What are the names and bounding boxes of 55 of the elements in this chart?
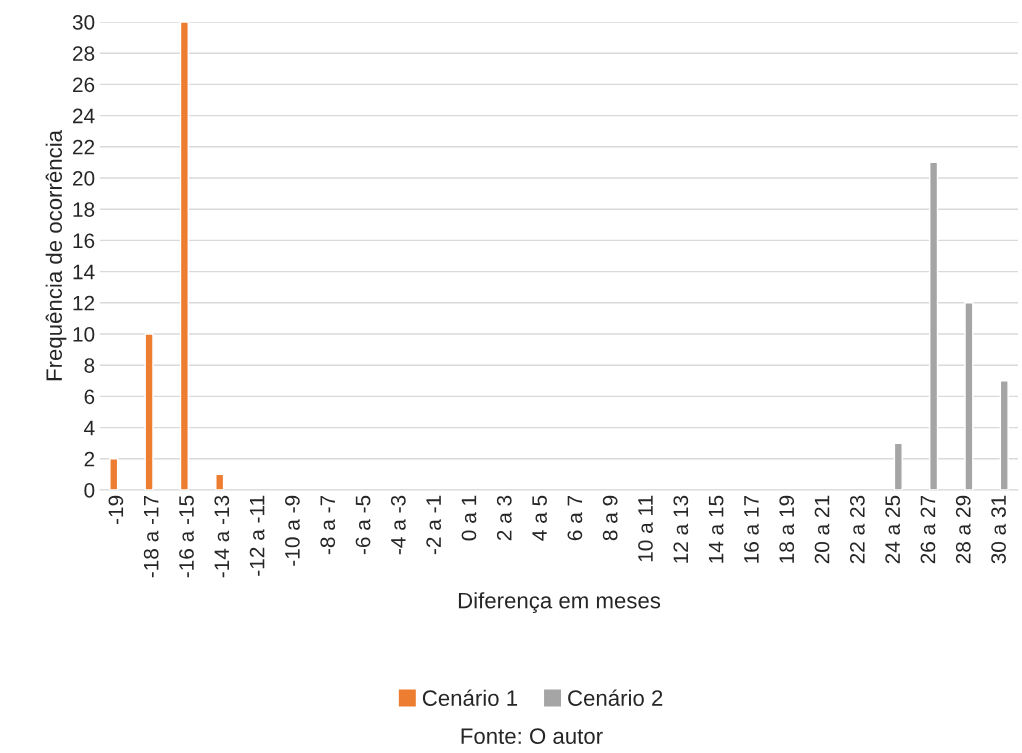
x-tick-label: -10 a -9	[285, 495, 300, 566]
x-tick-label: -16 a -15	[179, 495, 194, 578]
x-tick-label: 4 a 5	[532, 495, 547, 541]
source-note: Fonte: O autor	[461, 728, 603, 744]
y-tick-label: 14	[73, 264, 95, 280]
y-tick-label: 10	[73, 327, 95, 342]
bar	[999, 380, 1009, 490]
y-tick-label: 4	[84, 420, 95, 436]
x-tick-label: 24 a 25	[885, 495, 901, 564]
y-axis-title: Frequência de ocorrência	[45, 129, 67, 381]
x-tick-label: 12 a 13	[673, 495, 689, 563]
x-tick-label: -14 a -13	[214, 495, 230, 578]
x-tick-label: 18 a 19	[779, 495, 795, 563]
x-axis-title: Diferença em meses	[458, 592, 661, 613]
x-tick-label: 16 a 17	[744, 495, 759, 563]
x-tick-label: 14 a 15	[708, 495, 724, 563]
x-tick-label: -18 a -17	[143, 495, 159, 578]
legend-label: Cenário 2	[568, 689, 663, 706]
bar	[109, 458, 119, 490]
y-tick-label: 20	[73, 171, 95, 186]
x-tick-label: 22 a 23	[849, 495, 865, 564]
x-tick-label: -12 a -11	[249, 495, 265, 576]
bar	[215, 473, 225, 490]
bar	[893, 442, 903, 490]
x-tick-label: -4 a -3	[390, 495, 406, 555]
y-tick-label: 28	[73, 46, 95, 61]
x-tick-label: 10 a 11	[638, 495, 653, 562]
y-tick-label: 12	[73, 295, 95, 311]
y-tick-label: 22	[73, 139, 95, 155]
x-tick-label: 28 a 29	[955, 495, 971, 564]
x-tick-label: -8 a -7	[320, 495, 336, 555]
x-tick-label: -2 a -1	[426, 495, 442, 555]
y-tick-label: 30	[72, 15, 95, 30]
bar	[964, 302, 974, 490]
x-tick-label: -6 a -5	[355, 495, 371, 555]
bar	[144, 333, 154, 490]
y-tick-label: 18	[73, 202, 95, 217]
y-tick-label: 0	[84, 483, 95, 498]
x-tick-label: 26 a 27	[920, 495, 936, 564]
x-tick-label: 0 a 1	[461, 495, 477, 541]
x-tick-label: 20 a 21	[814, 495, 830, 564]
y-tick-label: 8	[84, 358, 95, 373]
y-tick-label: 16	[73, 233, 95, 249]
y-tick-label: 26	[73, 77, 95, 93]
bar	[929, 161, 939, 490]
y-tick-label: 2	[84, 451, 95, 467]
x-tick-label: -19	[108, 495, 124, 525]
y-tick-label: 6	[84, 389, 95, 405]
legend-label: Cenário 1	[422, 689, 518, 706]
x-tick-label: 8 a 9	[602, 495, 618, 541]
x-tick-label: 2 a 3	[496, 495, 512, 541]
x-tick-label: 6 a 7	[567, 495, 583, 541]
x-tick-label: 30 a 31	[991, 495, 1006, 564]
bar	[179, 22, 189, 490]
y-tick-label: 24	[73, 108, 95, 124]
